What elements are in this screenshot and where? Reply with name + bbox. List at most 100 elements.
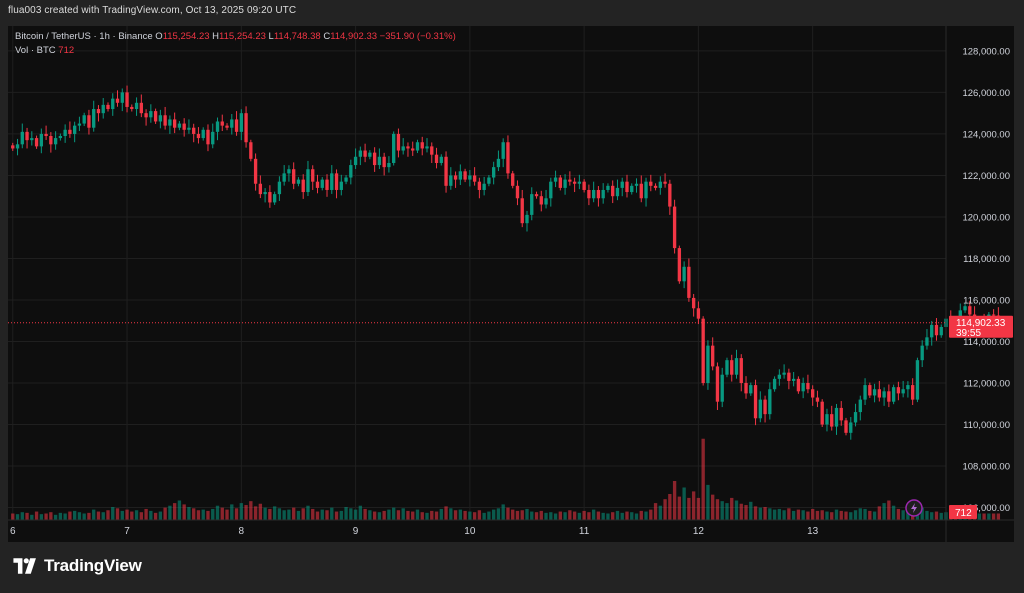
candle-body: [53, 138, 58, 145]
candle-body: [411, 148, 415, 151]
volume-bar: [568, 510, 572, 520]
candle-body: [806, 383, 810, 390]
volume-bar: [791, 510, 796, 520]
candle-body: [625, 181, 629, 193]
candle-body: [739, 358, 743, 384]
candle-body: [111, 98, 115, 110]
volume-bar: [815, 510, 820, 520]
price-tick-label: 128,000.00: [962, 46, 1010, 57]
volume-bar: [468, 511, 472, 520]
volume-bar: [515, 510, 520, 520]
candle-body: [30, 138, 34, 141]
volume-bar: [225, 509, 229, 520]
lightning-icon[interactable]: [905, 499, 923, 517]
candle-body: [63, 129, 67, 137]
candle-body: [634, 183, 639, 186]
volume-bar: [753, 506, 758, 520]
volume-bar: [682, 487, 686, 520]
candle-body: [472, 175, 477, 182]
candle-body: [872, 389, 877, 396]
price-tick-label: 118,000.00: [963, 254, 1010, 265]
volume-bar: [458, 509, 463, 520]
candle-body: [15, 144, 20, 149]
volume-tag-value: 712: [955, 508, 972, 519]
volume-bar: [401, 508, 405, 520]
price-tag: 114,902.33 39:55: [949, 315, 1013, 339]
price-axis[interactable]: 128,000.00 126,000.00 124,000.00 122,000.00…: [962, 46, 1010, 514]
candle-body: [796, 378, 801, 392]
volume-bar: [801, 510, 805, 520]
tradingview-logo[interactable]: TradingView: [12, 556, 142, 576]
candle-body: [439, 156, 443, 163]
candle-body: [368, 152, 372, 157]
volume-bar: [153, 512, 158, 520]
volume-tag: 712: [949, 505, 977, 519]
volume-bar: [877, 506, 882, 520]
candle-body: [877, 389, 882, 398]
candle-body: [558, 177, 562, 188]
candle-body: [930, 324, 934, 338]
candle-body: [539, 196, 543, 205]
ohlc-high-label: H: [212, 31, 220, 42]
candle-body: [668, 183, 672, 207]
volume-bar: [849, 512, 853, 520]
candle-body: [225, 125, 229, 128]
candle-body: [639, 183, 643, 199]
volume-bar: [301, 508, 305, 520]
volume-bar: [411, 511, 415, 520]
volume-bar: [106, 510, 110, 520]
volume-bar: [249, 501, 253, 520]
volume-bar: [511, 509, 515, 520]
candle-body: [453, 175, 458, 180]
candle-body: [939, 326, 943, 336]
time-tick-label: 8: [239, 526, 245, 537]
volume-bar: [691, 491, 696, 520]
candle-body: [587, 189, 591, 199]
candle-body: [258, 183, 263, 195]
candle-body: [353, 156, 358, 166]
volume-bar: [382, 510, 386, 520]
candle-body: [177, 123, 182, 128]
volume-bar: [544, 512, 548, 520]
price-chart[interactable]: 128,000.00 126,000.00 124,000.00 122,000.00…: [8, 26, 1014, 542]
volume-bar: [820, 510, 824, 520]
candle-body: [515, 185, 520, 199]
volume-bar: [687, 497, 691, 520]
volume-bar: [49, 512, 53, 520]
volume-bar: [363, 508, 367, 520]
candle-body: [372, 152, 377, 166]
price-tick-label: 106,000.00: [962, 503, 1010, 514]
volume-bar: [896, 508, 901, 520]
volume-bar: [15, 514, 20, 520]
candle-body: [315, 181, 320, 188]
volume-label[interactable]: Vol · BTC: [15, 45, 56, 56]
volume-bar: [491, 509, 496, 520]
volume-bar: [201, 509, 205, 520]
volume-bar: [344, 507, 348, 520]
volume-bar: [439, 508, 443, 520]
volume-bar: [353, 509, 358, 520]
symbol-label[interactable]: Bitcoin / TetherUS · 1h · Binance: [15, 31, 153, 42]
volume-bar: [453, 510, 458, 520]
time-axis[interactable]: 6 7 8 9 10 11 12 13: [10, 526, 819, 537]
volume-bar: [601, 512, 605, 520]
volume-bar: [415, 509, 420, 520]
volume-bar: [115, 508, 120, 520]
candle-body: [834, 407, 839, 427]
candle-body: [449, 175, 453, 186]
candle-body: [130, 106, 134, 110]
candle-body: [211, 131, 215, 145]
volume-bar: [925, 510, 929, 520]
candle-body: [277, 181, 282, 195]
volume-bar: [406, 510, 410, 520]
volume-bar: [472, 512, 477, 520]
volume-bar: [677, 496, 682, 520]
candle-body: [682, 266, 686, 282]
candle-body: [658, 181, 662, 188]
candle-body: [158, 115, 163, 122]
candle-body: [606, 185, 610, 190]
volume-bar: [172, 503, 177, 520]
volume-bar: [639, 510, 643, 520]
volume-bar: [396, 510, 401, 520]
chart-panel[interactable]: 128,000.00 126,000.00 124,000.00 122,000.00…: [8, 26, 1014, 542]
